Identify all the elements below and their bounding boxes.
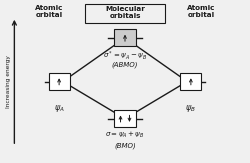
Bar [85,4,165,22]
Text: (ABMO): (ABMO) [112,61,138,68]
Text: $\psi_B$: $\psi_B$ [186,103,196,113]
Text: (BMO): (BMO) [114,142,136,149]
Bar [49,73,70,90]
Bar [114,30,136,46]
Text: Atomic
orbital: Atomic orbital [35,5,63,18]
Bar [114,110,136,127]
Text: Molecular
orbitals: Molecular orbitals [105,6,145,19]
Text: $\psi_A$: $\psi_A$ [54,103,64,113]
Text: Atomic
orbital: Atomic orbital [187,5,215,18]
Bar [180,73,201,90]
Text: Increasing energy: Increasing energy [6,55,11,108]
Text: $\sigma = \psi_A + \psi_B$: $\sigma = \psi_A + \psi_B$ [105,130,145,140]
Text: $\sigma^* = \psi_A - \psi_B$: $\sigma^* = \psi_A - \psi_B$ [103,49,147,62]
